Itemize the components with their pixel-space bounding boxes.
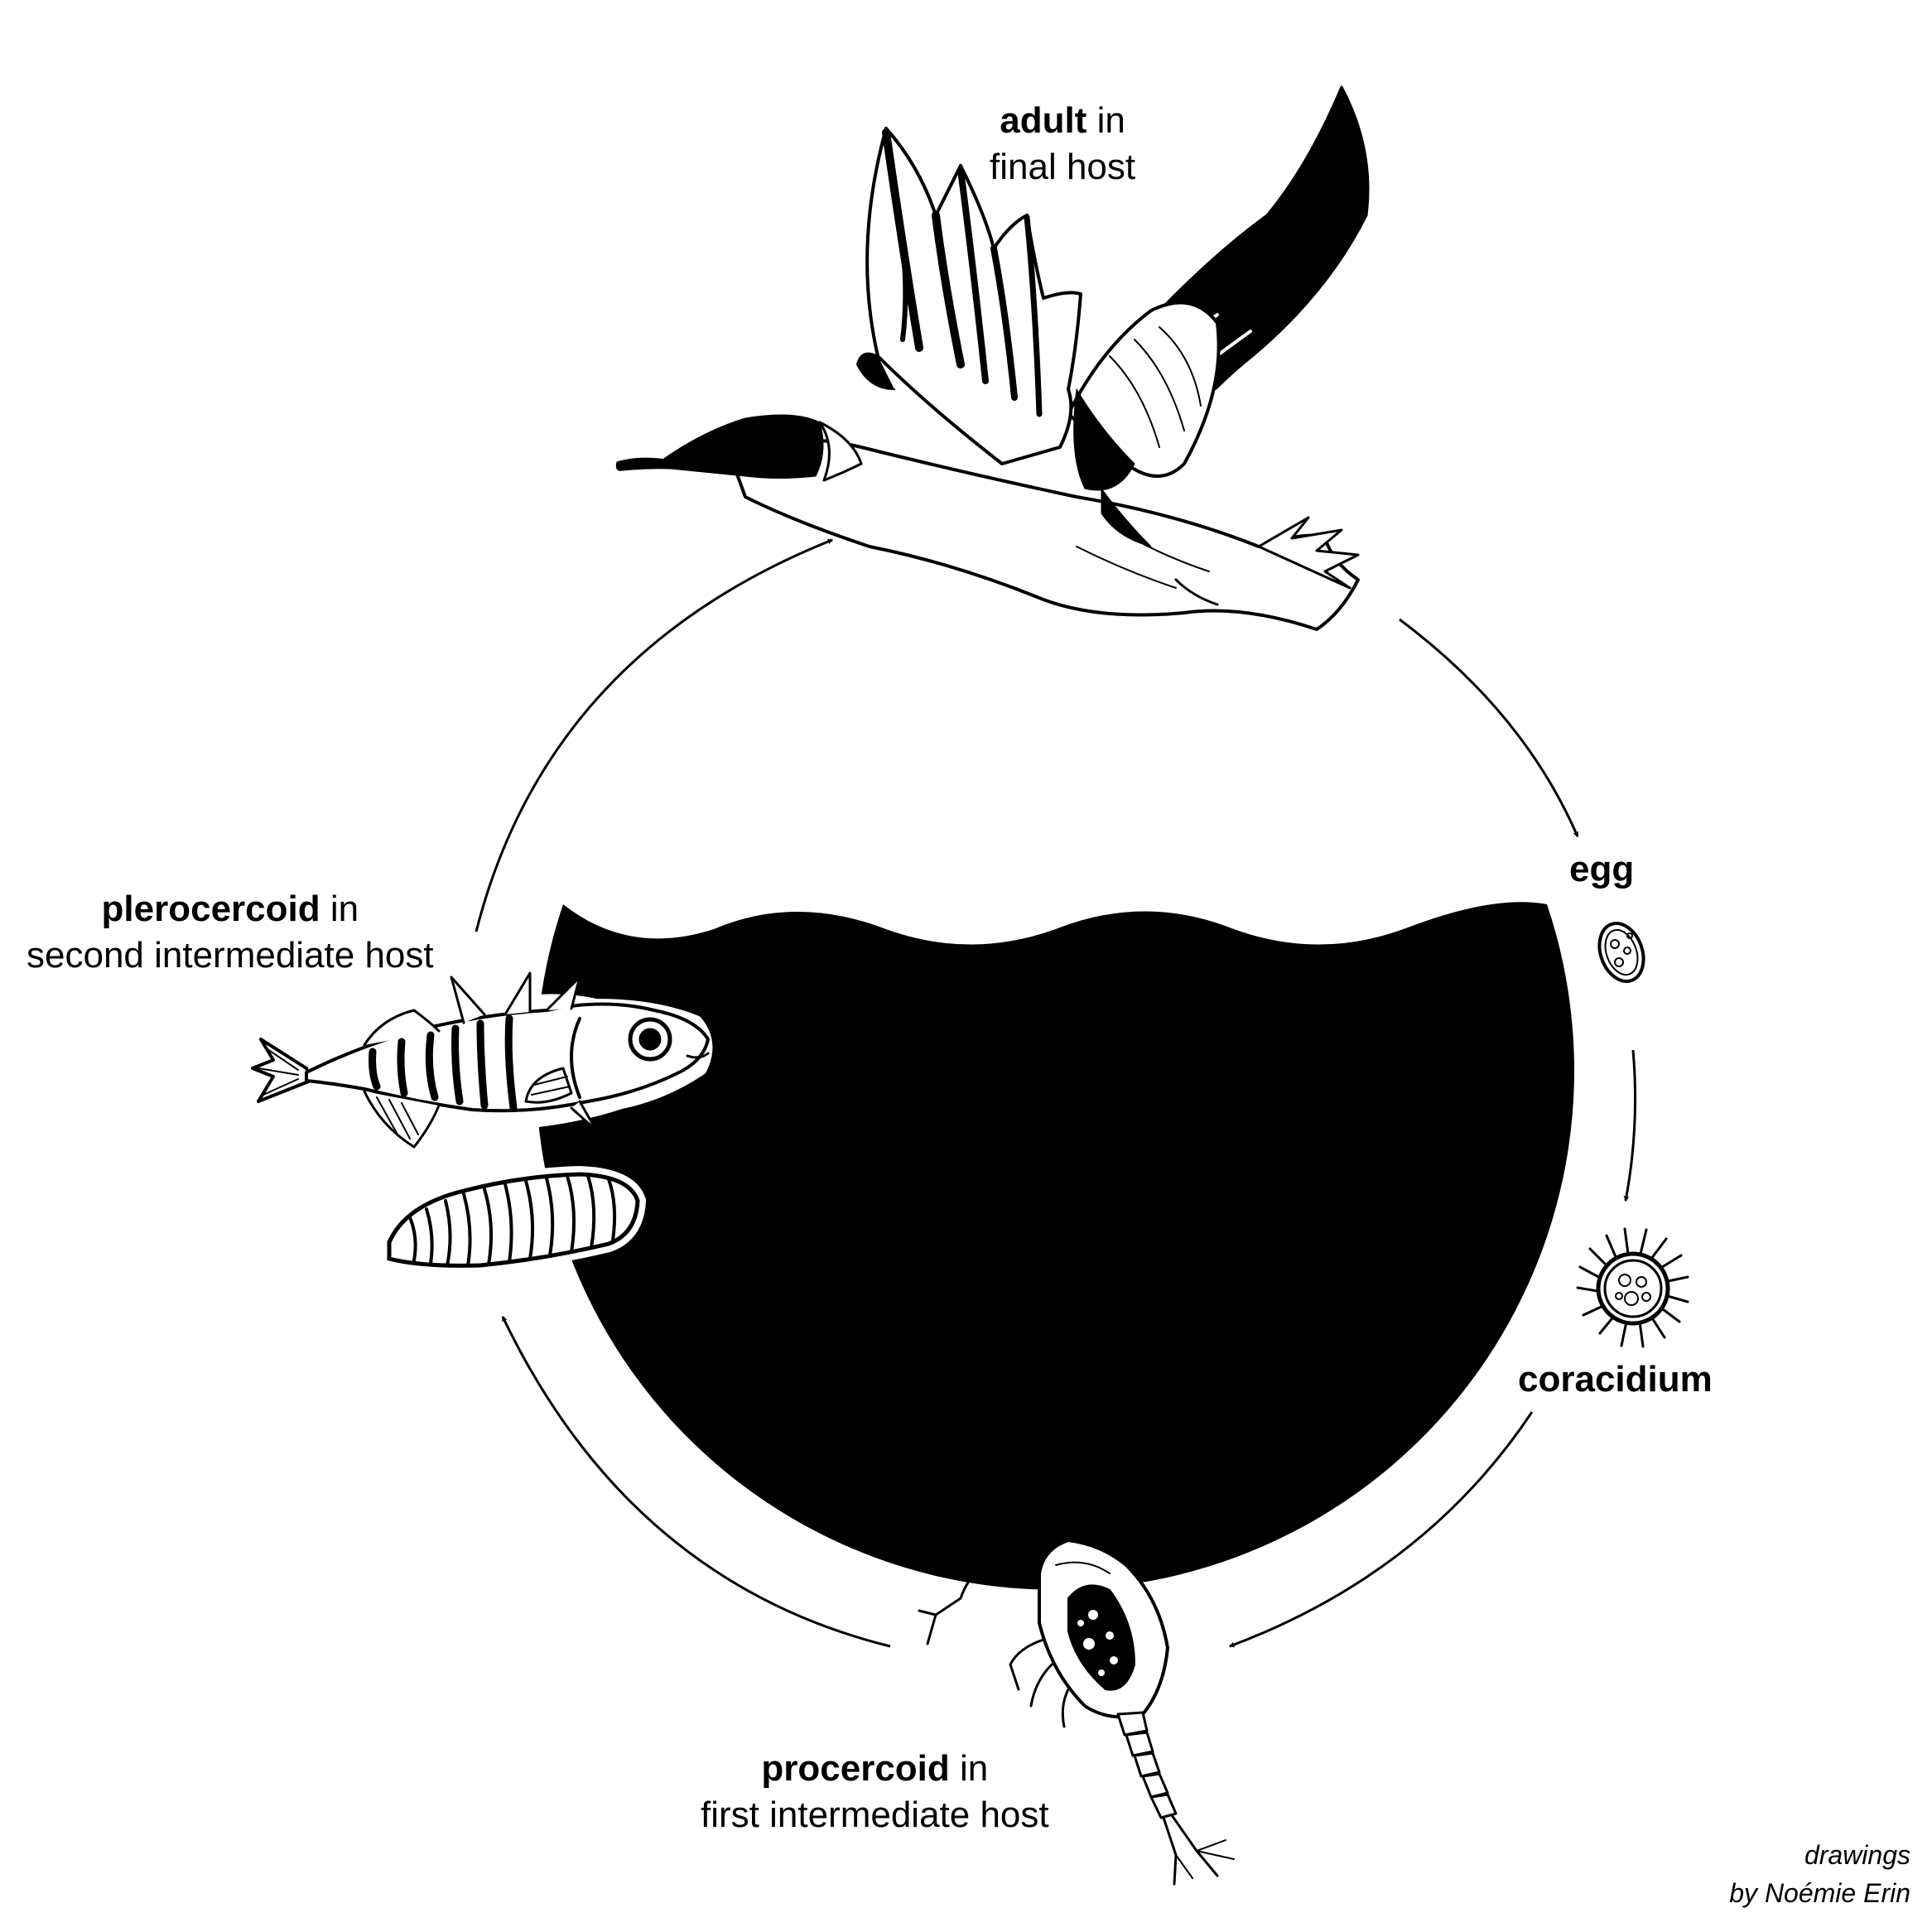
- water-body: [536, 902, 1574, 1590]
- plerocercoid-illustration: [381, 1165, 647, 1274]
- label-plerocercoid-bold: plerocercoid: [101, 889, 320, 929]
- egg-illustration: [1597, 922, 1645, 983]
- label-plerocercoid-host: second intermediate host: [26, 935, 434, 976]
- stickleback-illustration: [251, 971, 713, 1149]
- label-procercoid-rest: in: [949, 1748, 989, 1789]
- arrow-procercoid-to-plerocercoid: [501, 1315, 891, 1648]
- arrow-coracidium-to-procercoid: [1228, 1411, 1534, 1648]
- coracidium-illustration: [1576, 1227, 1689, 1348]
- label-adult: adult in final host: [990, 98, 1135, 190]
- label-adult-bold: adult: [1000, 100, 1087, 141]
- drawing-credit: drawings by Noémie Erin: [1729, 1836, 1910, 1912]
- label-egg: egg: [1569, 846, 1634, 893]
- label-plerocercoid-rest: in: [320, 889, 359, 929]
- credit-line-2: by Noémie Erin: [1729, 1878, 1910, 1908]
- label-plerocercoid: plerocercoid in second intermediate host: [26, 886, 434, 979]
- label-procercoid: procercoid in first intermediate host: [701, 1746, 1049, 1838]
- credit-line-1: drawings: [1804, 1840, 1910, 1870]
- copepod-illustration: [918, 1439, 1235, 1886]
- label-adult-host: final host: [990, 147, 1136, 187]
- label-procercoid-bold: procercoid: [761, 1748, 950, 1789]
- label-procercoid-host: first intermediate host: [701, 1795, 1049, 1835]
- label-egg-bold: egg: [1569, 849, 1635, 889]
- label-coracidium: coracidium: [1518, 1356, 1713, 1403]
- arrow-egg-to-coracidium: [1623, 1049, 1637, 1202]
- label-coracidium-bold: coracidium: [1518, 1359, 1713, 1400]
- arrow-adult-to-egg: [1399, 618, 1579, 838]
- arrow-plerocercoid-to-adult: [475, 538, 834, 932]
- label-adult-rest: in: [1086, 100, 1125, 141]
- bird-illustration: [615, 85, 1370, 631]
